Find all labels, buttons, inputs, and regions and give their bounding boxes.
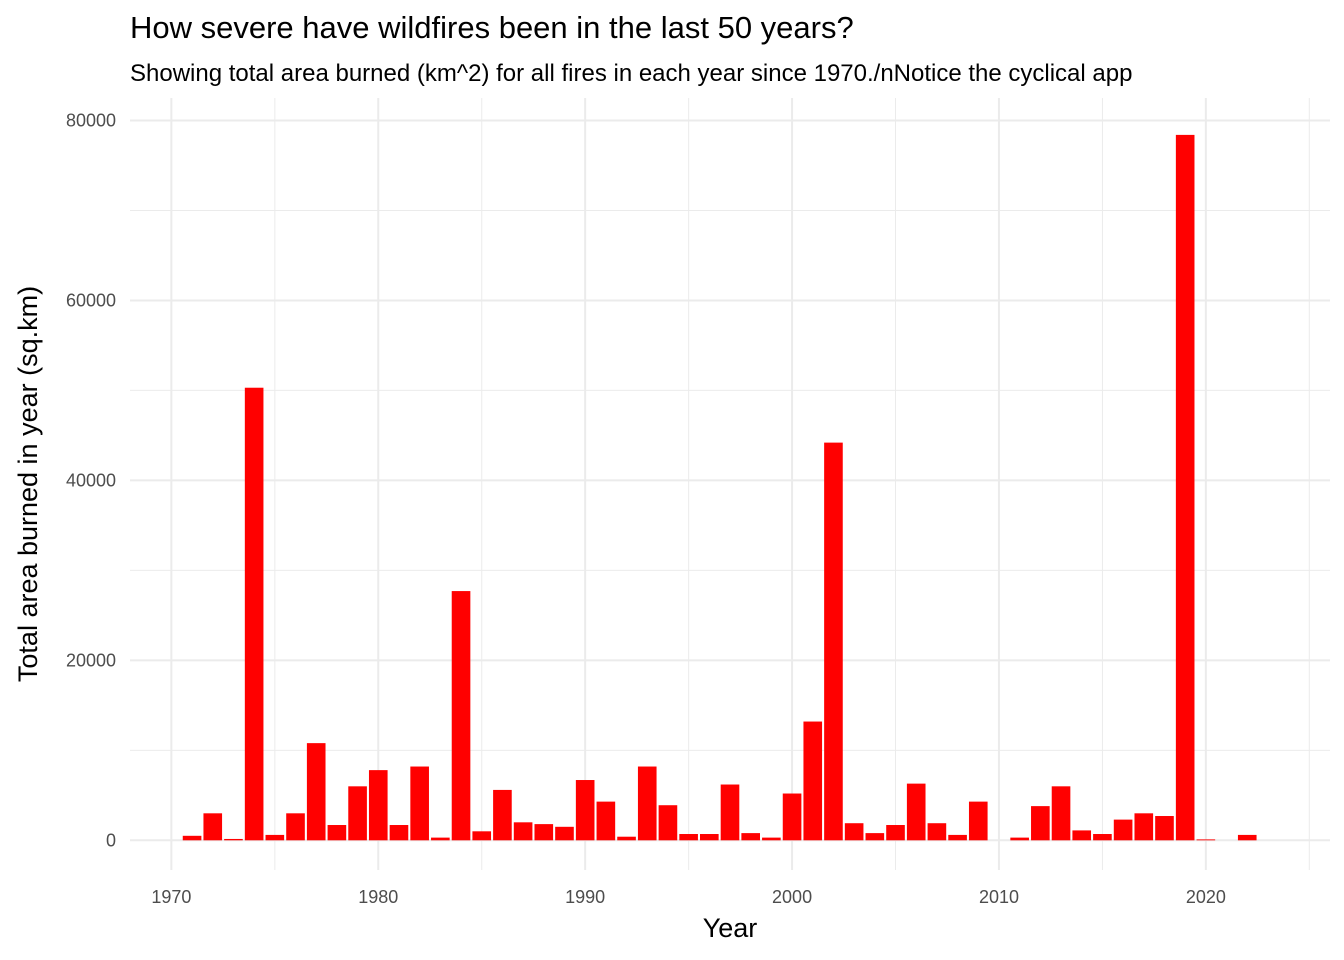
y-tick-label: 80000 [66, 110, 116, 130]
y-tick-labels: 0 20000 40000 60000 80000 [66, 110, 116, 850]
bar-1985 [472, 831, 492, 841]
bar-2000 [782, 793, 802, 841]
bar-2002 [824, 442, 843, 841]
x-tick-label: 1980 [358, 887, 398, 907]
bar-1989 [555, 826, 574, 841]
bar-2013 [1051, 786, 1071, 841]
bar-2009 [968, 801, 988, 841]
x-tick-label: 2000 [772, 887, 812, 907]
bar-1996 [700, 834, 719, 841]
bar-2004 [865, 833, 885, 841]
bar-2014 [1072, 830, 1092, 841]
bar-1971 [182, 835, 202, 841]
x-tick-label: 2010 [979, 887, 1019, 907]
bar-1981 [389, 825, 409, 841]
bar-1991 [596, 801, 616, 841]
bar-2022 [1237, 834, 1257, 841]
bars [182, 134, 1257, 841]
chart-subtitle: Showing total area burned (km^2) for all… [130, 60, 1133, 87]
bar-2011 [1010, 837, 1029, 841]
bar-2019 [1175, 134, 1195, 841]
bar-2012 [1031, 806, 1050, 841]
bar-1972 [203, 813, 223, 841]
bar-1994 [658, 805, 678, 841]
x-axis-title: Year [703, 913, 758, 943]
bar-1978 [327, 825, 347, 841]
bar-2001 [803, 721, 823, 841]
y-tick-label: 20000 [66, 650, 116, 670]
bar-2008 [948, 834, 967, 841]
bar-2006 [906, 783, 926, 841]
y-tick-label: 60000 [66, 290, 116, 310]
bar-1992 [617, 836, 636, 841]
bar-1987 [513, 822, 533, 841]
bar-1983 [431, 837, 450, 841]
x-tick-label: 2020 [1186, 887, 1226, 907]
bar-2016 [1113, 819, 1133, 841]
bar-2015 [1093, 834, 1112, 841]
bar-1979 [348, 786, 367, 841]
bar-1977 [306, 743, 326, 841]
y-tick-label: 0 [106, 830, 116, 850]
bar-1990 [575, 780, 595, 841]
bar-2003 [844, 823, 864, 841]
bar-2018 [1155, 816, 1174, 841]
y-axis-title: Total area burned in year (sq.km) [13, 286, 43, 682]
bar-1975 [265, 834, 285, 841]
bar-1999 [762, 837, 781, 841]
bar-1974 [244, 387, 264, 841]
y-tick-label: 40000 [66, 470, 116, 490]
bar-1984 [451, 591, 471, 841]
bar-1997 [720, 784, 740, 841]
bar-1988 [534, 824, 554, 841]
bar-1976 [286, 813, 305, 841]
bar-2017 [1134, 813, 1154, 841]
x-tick-label: 1990 [565, 887, 605, 907]
bar-1982 [410, 766, 429, 841]
bar-1998 [741, 833, 760, 841]
bar-2007 [927, 823, 947, 841]
minor-gridlines [130, 98, 1330, 870]
chart-title: How severe have wildfires been in the la… [130, 10, 854, 45]
bar-2005 [886, 825, 905, 841]
x-tick-labels: 1970 1980 1990 2000 2010 2020 [151, 887, 1226, 907]
bar-1993 [637, 766, 657, 841]
bar-1973 [224, 838, 243, 841]
bar-1995 [679, 834, 698, 841]
bar-2020 [1196, 839, 1216, 841]
bar-1980 [368, 770, 388, 841]
bar-1986 [493, 789, 512, 841]
x-tick-label: 1970 [151, 887, 191, 907]
